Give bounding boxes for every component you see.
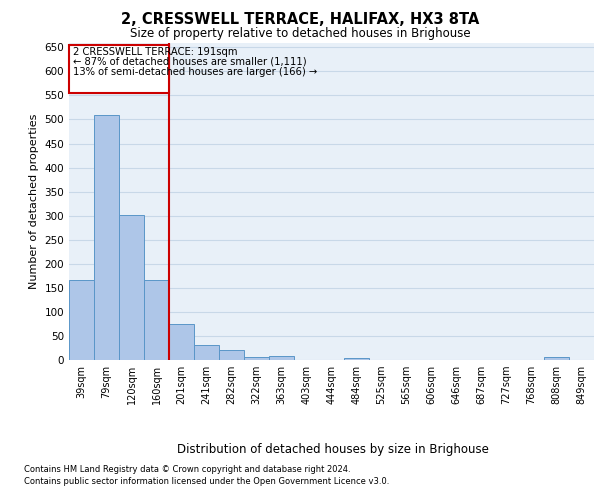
Y-axis label: Number of detached properties: Number of detached properties (29, 114, 39, 289)
Bar (169, 324, 194, 360)
Text: Contains public sector information licensed under the Open Government Licence v3: Contains public sector information licen… (24, 476, 389, 486)
Bar (119, 214, 144, 360)
Bar (69, 280, 94, 360)
Text: 2 CRESSWELL TERRACE: 191sqm: 2 CRESSWELL TERRACE: 191sqm (73, 48, 237, 58)
Bar (94, 114, 119, 360)
Bar (144, 280, 169, 360)
Bar (544, 356, 569, 360)
Text: 2, CRESSWELL TERRACE, HALIFAX, HX3 8TA: 2, CRESSWELL TERRACE, HALIFAX, HX3 8TA (121, 12, 479, 28)
FancyBboxPatch shape (69, 45, 169, 93)
Bar (244, 356, 269, 360)
Text: ← 87% of detached houses are smaller (1,111): ← 87% of detached houses are smaller (1,… (73, 57, 307, 67)
Bar (194, 344, 219, 360)
Bar (269, 356, 294, 360)
Bar (344, 358, 369, 360)
Text: Distribution of detached houses by size in Brighouse: Distribution of detached houses by size … (177, 442, 489, 456)
Text: Contains HM Land Registry data © Crown copyright and database right 2024.: Contains HM Land Registry data © Crown c… (24, 466, 350, 474)
Bar (219, 350, 244, 360)
Text: Size of property relative to detached houses in Brighouse: Size of property relative to detached ho… (130, 28, 470, 40)
Text: 13% of semi-detached houses are larger (166) →: 13% of semi-detached houses are larger (… (73, 66, 317, 76)
